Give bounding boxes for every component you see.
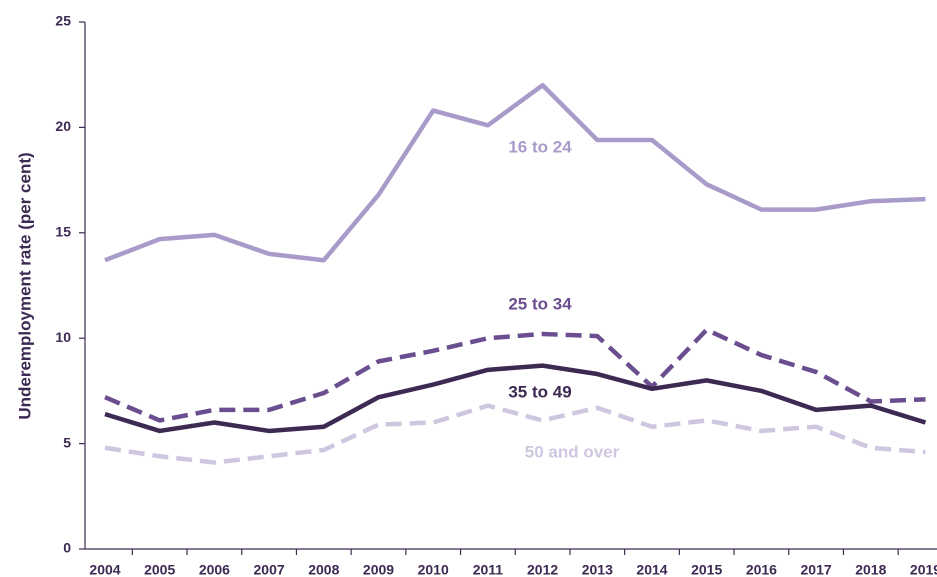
y-axis-label: Underemployment rate (per cent) (15, 152, 34, 419)
y-tick-label: 5 (63, 434, 71, 450)
x-tick-label: 2016 (746, 562, 777, 577)
x-tick-label: 2011 (473, 562, 504, 577)
x-tick-label: 2006 (199, 562, 230, 577)
x-tick-label: 2015 (691, 562, 722, 577)
x-tick-label: 2018 (855, 562, 886, 577)
x-tick-label: 2013 (582, 562, 613, 577)
series-label: 16 to 24 (508, 137, 572, 156)
series-label: 25 to 34 (508, 294, 572, 313)
y-tick-label: 10 (55, 329, 71, 345)
series-line (104, 327, 926, 423)
series-line (104, 363, 927, 434)
x-tick-label: 2005 (144, 562, 175, 577)
y-tick-label: 0 (63, 540, 71, 556)
y-tick-label: 15 (55, 224, 71, 240)
x-tick-label: 2007 (254, 562, 285, 577)
x-tick-label: 2019 (910, 562, 937, 577)
x-tick-label: 2010 (418, 562, 449, 577)
y-tick-label: 20 (55, 118, 71, 134)
x-tick-label: 2017 (801, 562, 832, 577)
series-label: 50 and over (525, 442, 620, 461)
x-tick-label: 2012 (527, 562, 558, 577)
series-line (104, 82, 926, 263)
x-tick-label: 2004 (89, 562, 120, 577)
series-label: 35 to 49 (508, 382, 571, 401)
x-tick-label: 2009 (363, 562, 394, 577)
x-tick-label: 2014 (636, 562, 667, 577)
x-tick-label: 2008 (308, 562, 339, 577)
y-tick-label: 25 (55, 13, 71, 29)
series-line (104, 403, 926, 465)
